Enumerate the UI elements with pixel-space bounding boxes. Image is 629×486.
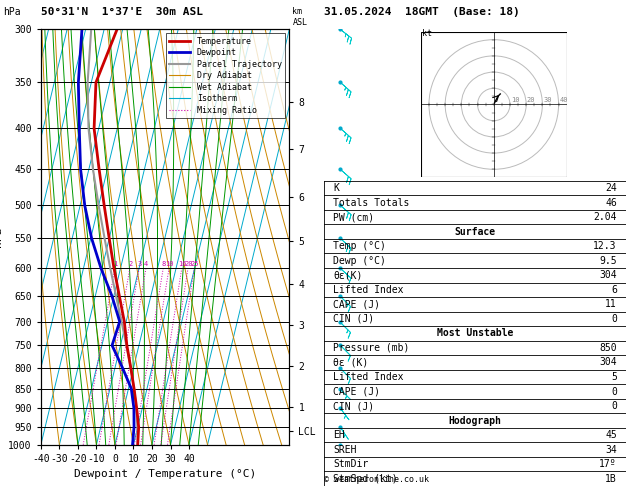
Text: 24: 24	[605, 183, 617, 193]
Text: 10: 10	[511, 97, 520, 103]
Text: 6: 6	[611, 285, 617, 295]
Text: Dewp (°C): Dewp (°C)	[333, 256, 386, 266]
Text: 12.3: 12.3	[593, 241, 617, 251]
Text: km
ASL: km ASL	[292, 7, 308, 27]
Text: 10: 10	[165, 260, 174, 267]
Text: 0: 0	[611, 401, 617, 411]
Text: CAPE (J): CAPE (J)	[333, 386, 380, 397]
Text: Lifted Index: Lifted Index	[333, 285, 403, 295]
Text: 1: 1	[113, 260, 117, 267]
Text: θε(K): θε(K)	[333, 270, 362, 280]
Text: 30: 30	[543, 97, 552, 103]
Text: EH: EH	[333, 430, 345, 440]
Text: Pressure (mb): Pressure (mb)	[333, 343, 409, 353]
Text: Totals Totals: Totals Totals	[333, 198, 409, 208]
Text: 17º: 17º	[599, 459, 617, 469]
Text: 3: 3	[137, 260, 142, 267]
Text: 46: 46	[605, 198, 617, 208]
X-axis label: Dewpoint / Temperature (°C): Dewpoint / Temperature (°C)	[74, 469, 256, 479]
Text: 50°31'N  1°37'E  30m ASL: 50°31'N 1°37'E 30m ASL	[41, 7, 203, 17]
Text: θε (K): θε (K)	[333, 358, 368, 367]
Text: Most Unstable: Most Unstable	[437, 329, 513, 338]
Text: 1B: 1B	[605, 474, 617, 484]
Text: 5: 5	[611, 372, 617, 382]
Text: CAPE (J): CAPE (J)	[333, 299, 380, 309]
Text: 0: 0	[611, 386, 617, 397]
Text: Surface: Surface	[454, 226, 496, 237]
Text: 2.04: 2.04	[593, 212, 617, 222]
Text: kt: kt	[423, 30, 433, 38]
Text: 45: 45	[605, 430, 617, 440]
Text: Hodograph: Hodograph	[448, 416, 501, 426]
Text: 304: 304	[599, 358, 617, 367]
Text: © weatheronline.co.uk: © weatheronline.co.uk	[324, 474, 429, 484]
Text: 20: 20	[527, 97, 535, 103]
Text: 2: 2	[128, 260, 132, 267]
Legend: Temperature, Dewpoint, Parcel Trajectory, Dry Adiabat, Wet Adiabat, Isotherm, Mi: Temperature, Dewpoint, Parcel Trajectory…	[166, 34, 285, 118]
Text: StmSpd (kt): StmSpd (kt)	[333, 474, 398, 484]
Text: StmDir: StmDir	[333, 459, 368, 469]
Text: PW (cm): PW (cm)	[333, 212, 374, 222]
Text: 16: 16	[178, 260, 186, 267]
Text: 11: 11	[605, 299, 617, 309]
Text: 8: 8	[162, 260, 165, 267]
Text: 4: 4	[144, 260, 148, 267]
Text: 304: 304	[599, 270, 617, 280]
Text: Lifted Index: Lifted Index	[333, 372, 403, 382]
Text: 40: 40	[559, 97, 568, 103]
Text: CIN (J): CIN (J)	[333, 401, 374, 411]
Text: 34: 34	[605, 445, 617, 455]
Text: 9.5: 9.5	[599, 256, 617, 266]
Text: hPa: hPa	[3, 7, 21, 17]
Text: 25: 25	[191, 260, 199, 267]
Text: K: K	[333, 183, 339, 193]
Text: 31.05.2024  18GMT  (Base: 18): 31.05.2024 18GMT (Base: 18)	[324, 7, 520, 17]
Text: 0: 0	[611, 314, 617, 324]
Text: CIN (J): CIN (J)	[333, 314, 374, 324]
Text: 20: 20	[184, 260, 192, 267]
Text: Temp (°C): Temp (°C)	[333, 241, 386, 251]
Text: SREH: SREH	[333, 445, 357, 455]
Text: 850: 850	[599, 343, 617, 353]
Y-axis label: hPa: hPa	[0, 227, 3, 247]
